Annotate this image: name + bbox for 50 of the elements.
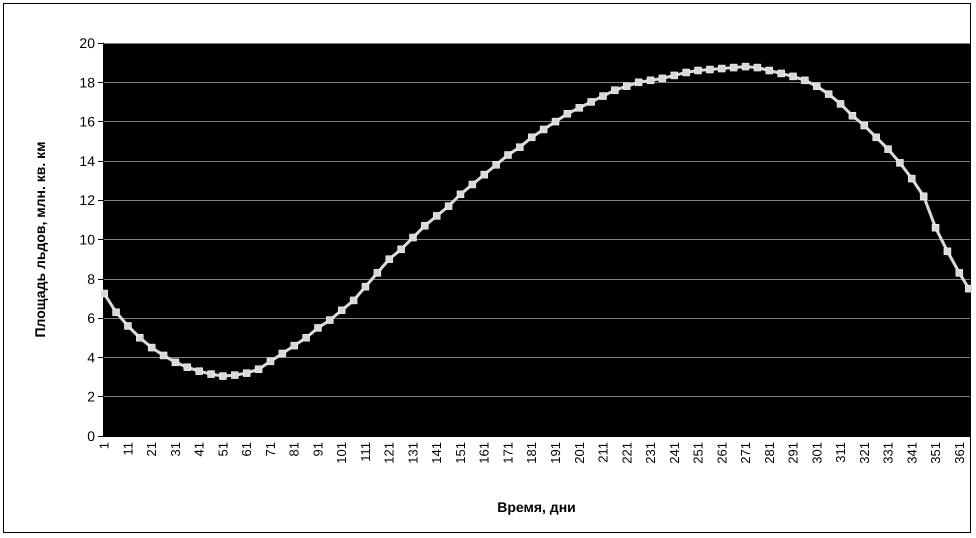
y-tick-label: 2: [87, 388, 96, 405]
y-tick-label: 6: [87, 310, 96, 326]
x-tick-label: 101: [334, 442, 350, 464]
x-tick-label: 251: [690, 442, 706, 464]
x-tick-label: 121: [382, 442, 397, 464]
x-tick-label: 81: [286, 442, 302, 456]
y-tick-label: 12: [79, 192, 96, 208]
x-tick-label: 51: [215, 442, 230, 456]
y-tick-label: 0: [87, 428, 96, 444]
x-tick-label: 31: [168, 442, 183, 456]
x-tick-label: 171: [500, 442, 516, 464]
y-tick-label: 16: [79, 114, 96, 130]
y-tick-label: 14: [79, 152, 96, 169]
y-axis-title: Площадь льдов, млн. кв. км: [32, 141, 48, 338]
y-tick-label: 8: [87, 270, 96, 287]
x-tick-label: 241: [666, 442, 682, 464]
y-tick-label: 4: [87, 349, 96, 366]
y-tick-label: 18: [79, 74, 96, 90]
x-tick-label: 221: [619, 442, 634, 464]
x-tick-label: 1: [96, 442, 112, 450]
x-tick-label: 331: [880, 442, 896, 464]
x-tick-label: 201: [572, 442, 587, 464]
x-tick-label: 151: [452, 442, 468, 464]
y-tick-label: 10: [79, 232, 96, 248]
x-tick-label: 191: [548, 442, 564, 464]
x-tick-label: 351: [928, 442, 944, 464]
x-tick-label: 61: [239, 442, 254, 456]
x-tick-label: 321: [856, 442, 872, 464]
x-tick-label: 281: [762, 442, 777, 464]
x-tick-label: 131: [405, 442, 420, 464]
x-tick-label: 41: [192, 442, 207, 456]
x-tick-label: 211: [596, 442, 611, 463]
x-tick-label: 11: [120, 442, 136, 456]
x-tick-label: 271: [738, 442, 754, 464]
x-tick-label: 231: [643, 442, 658, 464]
x-tick-label: 301: [809, 442, 824, 464]
x-tick-label: 261: [714, 442, 730, 464]
x-tick-label: 181: [524, 442, 540, 464]
x-tick-label: 91: [310, 442, 326, 456]
x-axis-title: Время, дни: [497, 499, 576, 515]
x-tick-label: 361: [952, 442, 967, 464]
x-tick-label: 311: [833, 442, 848, 463]
x-tick-label: 111: [358, 442, 373, 462]
x-tick-label: 21: [144, 442, 160, 456]
y-tick-label: 20: [79, 35, 96, 51]
x-tick-label: 341: [904, 442, 920, 464]
x-tick-label: 71: [262, 442, 278, 456]
x-tick-label: 141: [429, 442, 444, 464]
x-tick-label: 161: [476, 442, 492, 464]
x-tick-label: 291: [786, 442, 801, 464]
